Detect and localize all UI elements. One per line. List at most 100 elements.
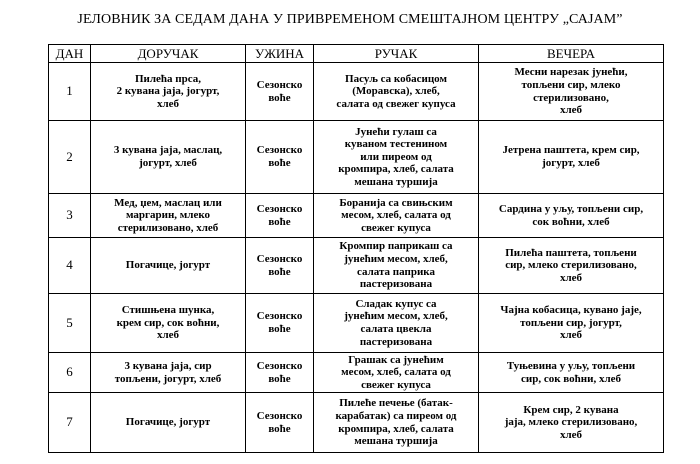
- cell-line: Сезонско: [256, 78, 303, 91]
- cell-line: Боранија са свињским: [339, 196, 453, 209]
- cell-line: 7: [66, 414, 73, 430]
- menu-cell: Кромпир паприкаш са јунећим месом, хлеб, с…: [313, 237, 479, 294]
- table-row: 6 3 кувана јаја, сир топљени, јогурт, хлеб…: [48, 352, 664, 393]
- menu-cell: Сезонско воће: [245, 62, 314, 121]
- cell-line: хлеб: [559, 329, 583, 342]
- cell-line: пастеризована: [359, 335, 433, 348]
- column-header: ДОРУЧАК: [90, 44, 246, 63]
- cell-line: стерилизовано, хлеб: [117, 221, 219, 234]
- menu-cell: Сардина у уљу, топљени сир, сок воћни, хл…: [478, 193, 664, 238]
- cell-line: Стишњена шунка,: [121, 304, 215, 317]
- menu-cell: Сезонско воће: [245, 120, 314, 194]
- menu-cell: Туњевина у уљу, топљени сир, сок воћни, х…: [478, 352, 664, 393]
- menu-cell: Сезонско воће: [245, 392, 314, 453]
- cell-line: топљени сир, млеко: [521, 78, 621, 91]
- cell-line: топљени, јогурт, хлеб: [114, 372, 222, 385]
- menu-cell: Сезонско воће: [245, 352, 314, 393]
- cell-line: маргарин, млеко: [125, 209, 211, 222]
- cell-line: воће: [268, 372, 291, 385]
- menu-cell: Пасуљ са кобасицом (Моравска), хлеб, салат…: [313, 62, 479, 121]
- cell-line: 3 кувана јаја, маслац,: [113, 144, 223, 157]
- day-cell: 7: [48, 392, 91, 453]
- cell-line: стерилизовано,: [533, 91, 609, 104]
- cell-line: 6: [66, 364, 73, 380]
- menu-cell: Погачице, јогурт: [90, 237, 246, 294]
- cell-line: крем сир, сок воћни,: [116, 316, 220, 329]
- cell-line: месом, хлеб, салата од: [341, 366, 451, 379]
- cell-line: Сардина у уљу, топљени сир,: [498, 202, 644, 215]
- table-row: 5 Стишњена шунка, крем сир, сок воћни, хлеб…: [48, 293, 664, 353]
- table-row: 7 Погачице, јогурт Сезонско воће Пилеће пече…: [48, 392, 664, 453]
- cell-line: мешана туршија: [354, 175, 438, 188]
- cell-line: воће: [268, 422, 291, 435]
- cell-line: Погачице, јогурт: [125, 259, 211, 272]
- table-row: 2 3 кувана јаја, маслац, јогурт, хлеб Сезон…: [48, 120, 664, 194]
- menu-cell: 3 кувана јаја, сир топљени, јогурт, хлеб: [90, 352, 246, 393]
- cell-line: 3: [66, 207, 73, 223]
- cell-line: 4: [66, 257, 73, 273]
- menu-cell: Пилеће печење (батак-карабатак) са пирео…: [313, 392, 479, 453]
- cell-line: Месни нарезак јунећи,: [514, 66, 628, 79]
- cell-line: салата паприка: [357, 265, 435, 278]
- cell-line: јунећим месом, хлеб,: [344, 252, 448, 265]
- cell-line: пастеризована: [359, 278, 433, 291]
- cell-line: салата цвекла: [360, 323, 432, 335]
- cell-line: Грашак са јунећим: [348, 353, 444, 366]
- menu-cell: Јетрена паштета, крем сир, јогурт, хлеб: [478, 120, 664, 194]
- cell-line: кромпира, хлеб, салата: [338, 422, 454, 435]
- day-cell: 2: [48, 120, 91, 194]
- cell-line: Кромпир паприкаш са: [339, 240, 453, 253]
- cell-line: Пилећа прса,: [134, 72, 202, 85]
- menu-cell: Јунећи гулаш са куваном тестенином или пир…: [313, 120, 479, 194]
- cell-line: карабатак) са пиреом од: [335, 409, 457, 422]
- cell-line: воће: [268, 265, 291, 278]
- cell-line: хлеб: [559, 271, 583, 284]
- column-header: ВЕЧЕРА: [478, 44, 664, 63]
- cell-line: свежег купуса: [361, 221, 431, 234]
- cell-line: Пилеће печење (батак-: [339, 397, 453, 410]
- menu-table: ДАН ДОРУЧАК УЖИНА РУЧАК ВЕЧЕРА 1 Пилећа прса,…: [48, 44, 664, 453]
- cell-line: Сезонско: [256, 310, 303, 323]
- cell-line: 2: [66, 148, 73, 164]
- cell-line: Туњевина у уљу, топљени: [506, 359, 636, 372]
- cell-line: месом, хлеб, салата од: [341, 209, 451, 222]
- cell-line: топљени сир, јогурт,: [520, 316, 622, 329]
- cell-line: (Моравска), хлеб,: [352, 85, 440, 98]
- table-row: 4 Погачице, јогурт Сезонско воће Кромпир пап…: [48, 237, 664, 294]
- cell-line: кромпира, хлеб, салата: [338, 163, 454, 176]
- menu-cell: Грашак са јунећим месом, хлеб, салата од с…: [313, 352, 479, 393]
- table-row: 3 Мед, џем, маслац или маргарин, млеко стер…: [48, 193, 664, 238]
- cell-line: Сезонско: [256, 359, 303, 372]
- column-header: РУЧАК: [313, 44, 479, 63]
- cell-line: Погачице, јогурт: [125, 416, 211, 429]
- menu-cell: Месни нарезак јунећи, топљени сир, млеко с…: [478, 62, 664, 121]
- menu-cell: Сезонско воће: [245, 237, 314, 294]
- menu-cell: Сезонско воће: [245, 293, 314, 353]
- cell-line: сир, сок воћни, хлеб: [520, 372, 622, 385]
- cell-line: или пиреом од: [360, 150, 432, 163]
- day-cell: 1: [48, 62, 91, 121]
- menu-cell: Боранија са свињским месом, хлеб, салата …: [313, 193, 479, 238]
- column-header: ДАН: [48, 44, 91, 63]
- cell-line: хлеб: [559, 428, 583, 441]
- header-row: ДАН ДОРУЧАК УЖИНА РУЧАК ВЕЧЕРА: [48, 44, 664, 63]
- menu-cell: Сезонско воће: [245, 193, 314, 238]
- day-cell: 5: [48, 293, 91, 353]
- column-header: УЖИНА: [245, 44, 314, 63]
- cell-line: сок воћни, хлеб: [532, 215, 610, 228]
- cell-line: хлеб: [156, 329, 180, 342]
- cell-line: салата од свежег купуса: [336, 97, 456, 110]
- day-cell: 6: [48, 352, 91, 393]
- cell-line: Сезонско: [256, 252, 303, 265]
- cell-line: Јунећи гулаш са: [355, 125, 437, 138]
- cell-line: јогурт, хлеб: [139, 157, 197, 169]
- cell-line: воће: [268, 91, 291, 104]
- cell-line: Јетрена паштета, крем сир,: [502, 144, 640, 157]
- cell-line: Сезонско: [256, 144, 303, 157]
- cell-line: куваном тестенином: [344, 138, 448, 151]
- cell-line: воће: [268, 215, 291, 228]
- cell-line: Сезонско: [256, 409, 303, 422]
- cell-line: 2 кувана јаја, јогурт,: [116, 85, 220, 98]
- cell-line: свежег купуса: [361, 378, 431, 391]
